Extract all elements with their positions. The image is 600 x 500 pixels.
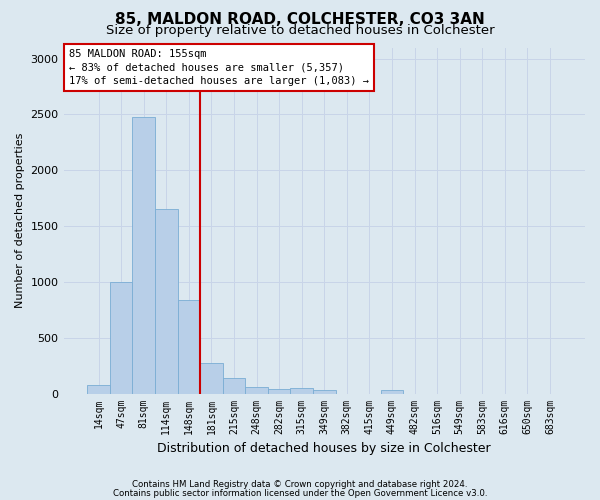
- Text: Contains HM Land Registry data © Crown copyright and database right 2024.: Contains HM Land Registry data © Crown c…: [132, 480, 468, 489]
- Bar: [155, 210, 178, 394]
- Bar: [290, 388, 313, 394]
- Bar: [313, 390, 335, 394]
- Bar: [178, 300, 200, 394]
- Bar: [87, 385, 110, 394]
- Bar: [223, 378, 245, 394]
- Bar: [110, 282, 133, 394]
- X-axis label: Distribution of detached houses by size in Colchester: Distribution of detached houses by size …: [157, 442, 491, 455]
- Bar: [381, 390, 403, 394]
- Bar: [245, 387, 268, 394]
- Text: Size of property relative to detached houses in Colchester: Size of property relative to detached ho…: [106, 24, 494, 37]
- Text: 85 MALDON ROAD: 155sqm
← 83% of detached houses are smaller (5,357)
17% of semi-: 85 MALDON ROAD: 155sqm ← 83% of detached…: [69, 49, 369, 86]
- Bar: [268, 388, 290, 394]
- Bar: [200, 364, 223, 394]
- Y-axis label: Number of detached properties: Number of detached properties: [15, 133, 25, 308]
- Bar: [133, 116, 155, 394]
- Text: 85, MALDON ROAD, COLCHESTER, CO3 3AN: 85, MALDON ROAD, COLCHESTER, CO3 3AN: [115, 12, 485, 28]
- Text: Contains public sector information licensed under the Open Government Licence v3: Contains public sector information licen…: [113, 488, 487, 498]
